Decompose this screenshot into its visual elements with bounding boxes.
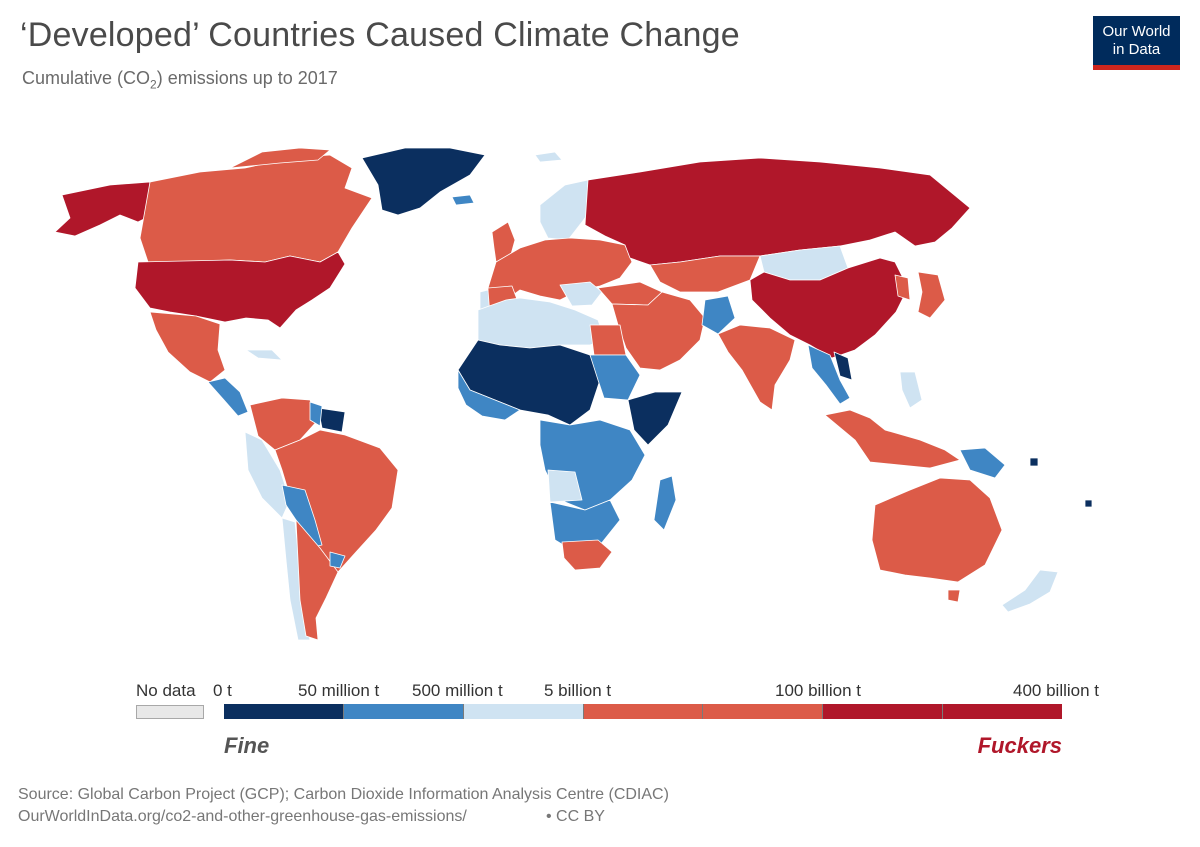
region-japan[interactable] xyxy=(917,271,946,319)
region-indonesia[interactable] xyxy=(824,409,961,469)
legend-tick-1: 50 million t xyxy=(298,681,380,700)
region-west-africa-coast[interactable] xyxy=(457,369,521,421)
region-east-africa-light[interactable] xyxy=(547,469,583,503)
region-tasmania[interactable] xyxy=(947,589,961,603)
region-korea[interactable] xyxy=(894,274,911,301)
legend-tick-2: 500 million t xyxy=(412,681,503,700)
region-greenland[interactable] xyxy=(361,147,486,216)
subtitle-suffix: ) emissions up to 2017 xyxy=(156,68,338,88)
chart-subtitle: Cumulative (CO2) emissions up to 2017 xyxy=(22,68,338,92)
legend-tick-5: 400 billion t xyxy=(1013,681,1100,700)
logo-line-1: Our World xyxy=(1102,23,1171,40)
region-philippines[interactable] xyxy=(899,371,923,409)
legend-no-data-swatch xyxy=(136,705,204,719)
world-map[interactable] xyxy=(0,130,1200,650)
region-russia[interactable] xyxy=(584,157,971,266)
region-southern-africa[interactable] xyxy=(549,499,621,553)
legend-tick-4: 100 billion t xyxy=(775,681,862,700)
region-guyana[interactable] xyxy=(309,401,323,427)
region-scandinavia[interactable] xyxy=(539,179,599,241)
region-south-africa[interactable] xyxy=(561,539,613,571)
legend-color-bins xyxy=(224,704,1063,719)
region-middle-east[interactable] xyxy=(611,291,706,371)
legend-bin[interactable] xyxy=(703,704,824,719)
region-usa[interactable] xyxy=(134,251,346,329)
region-afghanistan[interactable] xyxy=(701,295,736,335)
region-china[interactable] xyxy=(749,257,909,359)
region-svalbard[interactable] xyxy=(534,151,563,163)
region-alaska[interactable] xyxy=(54,181,153,237)
source-note: Source: Global Carbon Project (GCP); Car… xyxy=(18,786,669,803)
legend-bin[interactable] xyxy=(463,704,584,719)
region-madagascar[interactable] xyxy=(653,475,677,531)
region-ecuador-peru[interactable] xyxy=(244,431,291,519)
legend-tick-3: 5 billion t xyxy=(544,681,612,700)
logo-line-2: in Data xyxy=(1112,41,1161,58)
chart-title: ‘Developed’ Countries Caused Climate Cha… xyxy=(20,16,740,54)
license-note: • CC BY xyxy=(546,808,605,825)
region-uruguay[interactable] xyxy=(329,551,346,569)
region-laos[interactable] xyxy=(833,351,853,381)
caption-low: Fine xyxy=(224,733,270,758)
owid-logo[interactable]: Our World in Data xyxy=(1093,16,1180,70)
region-guianas[interactable] xyxy=(317,407,346,433)
region-pacific-islands[interactable] xyxy=(1029,457,1093,508)
region-southeast-asia[interactable] xyxy=(807,344,851,405)
subtitle-prefix: Cumulative (CO xyxy=(22,68,151,88)
region-new-zealand[interactable] xyxy=(1001,569,1059,613)
legend-no-data-label: No data xyxy=(136,681,196,700)
region-central-america[interactable] xyxy=(207,377,249,417)
region-egypt[interactable] xyxy=(589,324,627,356)
caption-high: Fuckers xyxy=(977,733,1062,758)
region-canada-islands[interactable] xyxy=(229,147,331,169)
region-iceland[interactable] xyxy=(451,194,475,206)
legend-bin[interactable] xyxy=(343,704,464,719)
subtitle-subscript: 2 xyxy=(150,77,157,92)
region-australia[interactable] xyxy=(871,477,1003,583)
region-argentina[interactable] xyxy=(295,519,339,641)
region-horn-of-africa[interactable] xyxy=(627,391,683,446)
region-papua[interactable] xyxy=(959,447,1006,479)
region-canada[interactable] xyxy=(139,154,373,263)
region-sudan-region[interactable] xyxy=(589,354,641,401)
region-india[interactable] xyxy=(717,324,796,411)
region-venezuela-colombia[interactable] xyxy=(249,397,319,451)
legend-tick-0: 0 t xyxy=(213,681,232,700)
legend-bin[interactable] xyxy=(583,704,704,719)
region-mexico[interactable] xyxy=(149,311,226,383)
source-url[interactable]: OurWorldInData.org/co2-and-other-greenho… xyxy=(18,808,467,825)
legend-bin[interactable] xyxy=(943,704,1063,719)
region-balkans[interactable] xyxy=(559,281,603,307)
region-cuba[interactable] xyxy=(245,349,283,361)
legend-bin[interactable] xyxy=(823,704,944,719)
legend-bin[interactable] xyxy=(224,704,344,719)
